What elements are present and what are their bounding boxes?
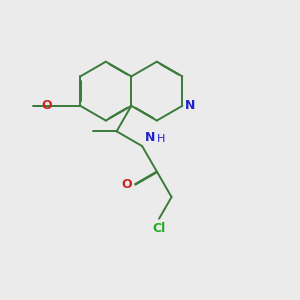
Text: Cl: Cl: [152, 222, 166, 235]
Text: O: O: [42, 99, 52, 112]
Text: H: H: [157, 134, 165, 144]
Text: N: N: [145, 131, 155, 144]
Text: O: O: [122, 178, 132, 190]
Text: N: N: [185, 99, 195, 112]
